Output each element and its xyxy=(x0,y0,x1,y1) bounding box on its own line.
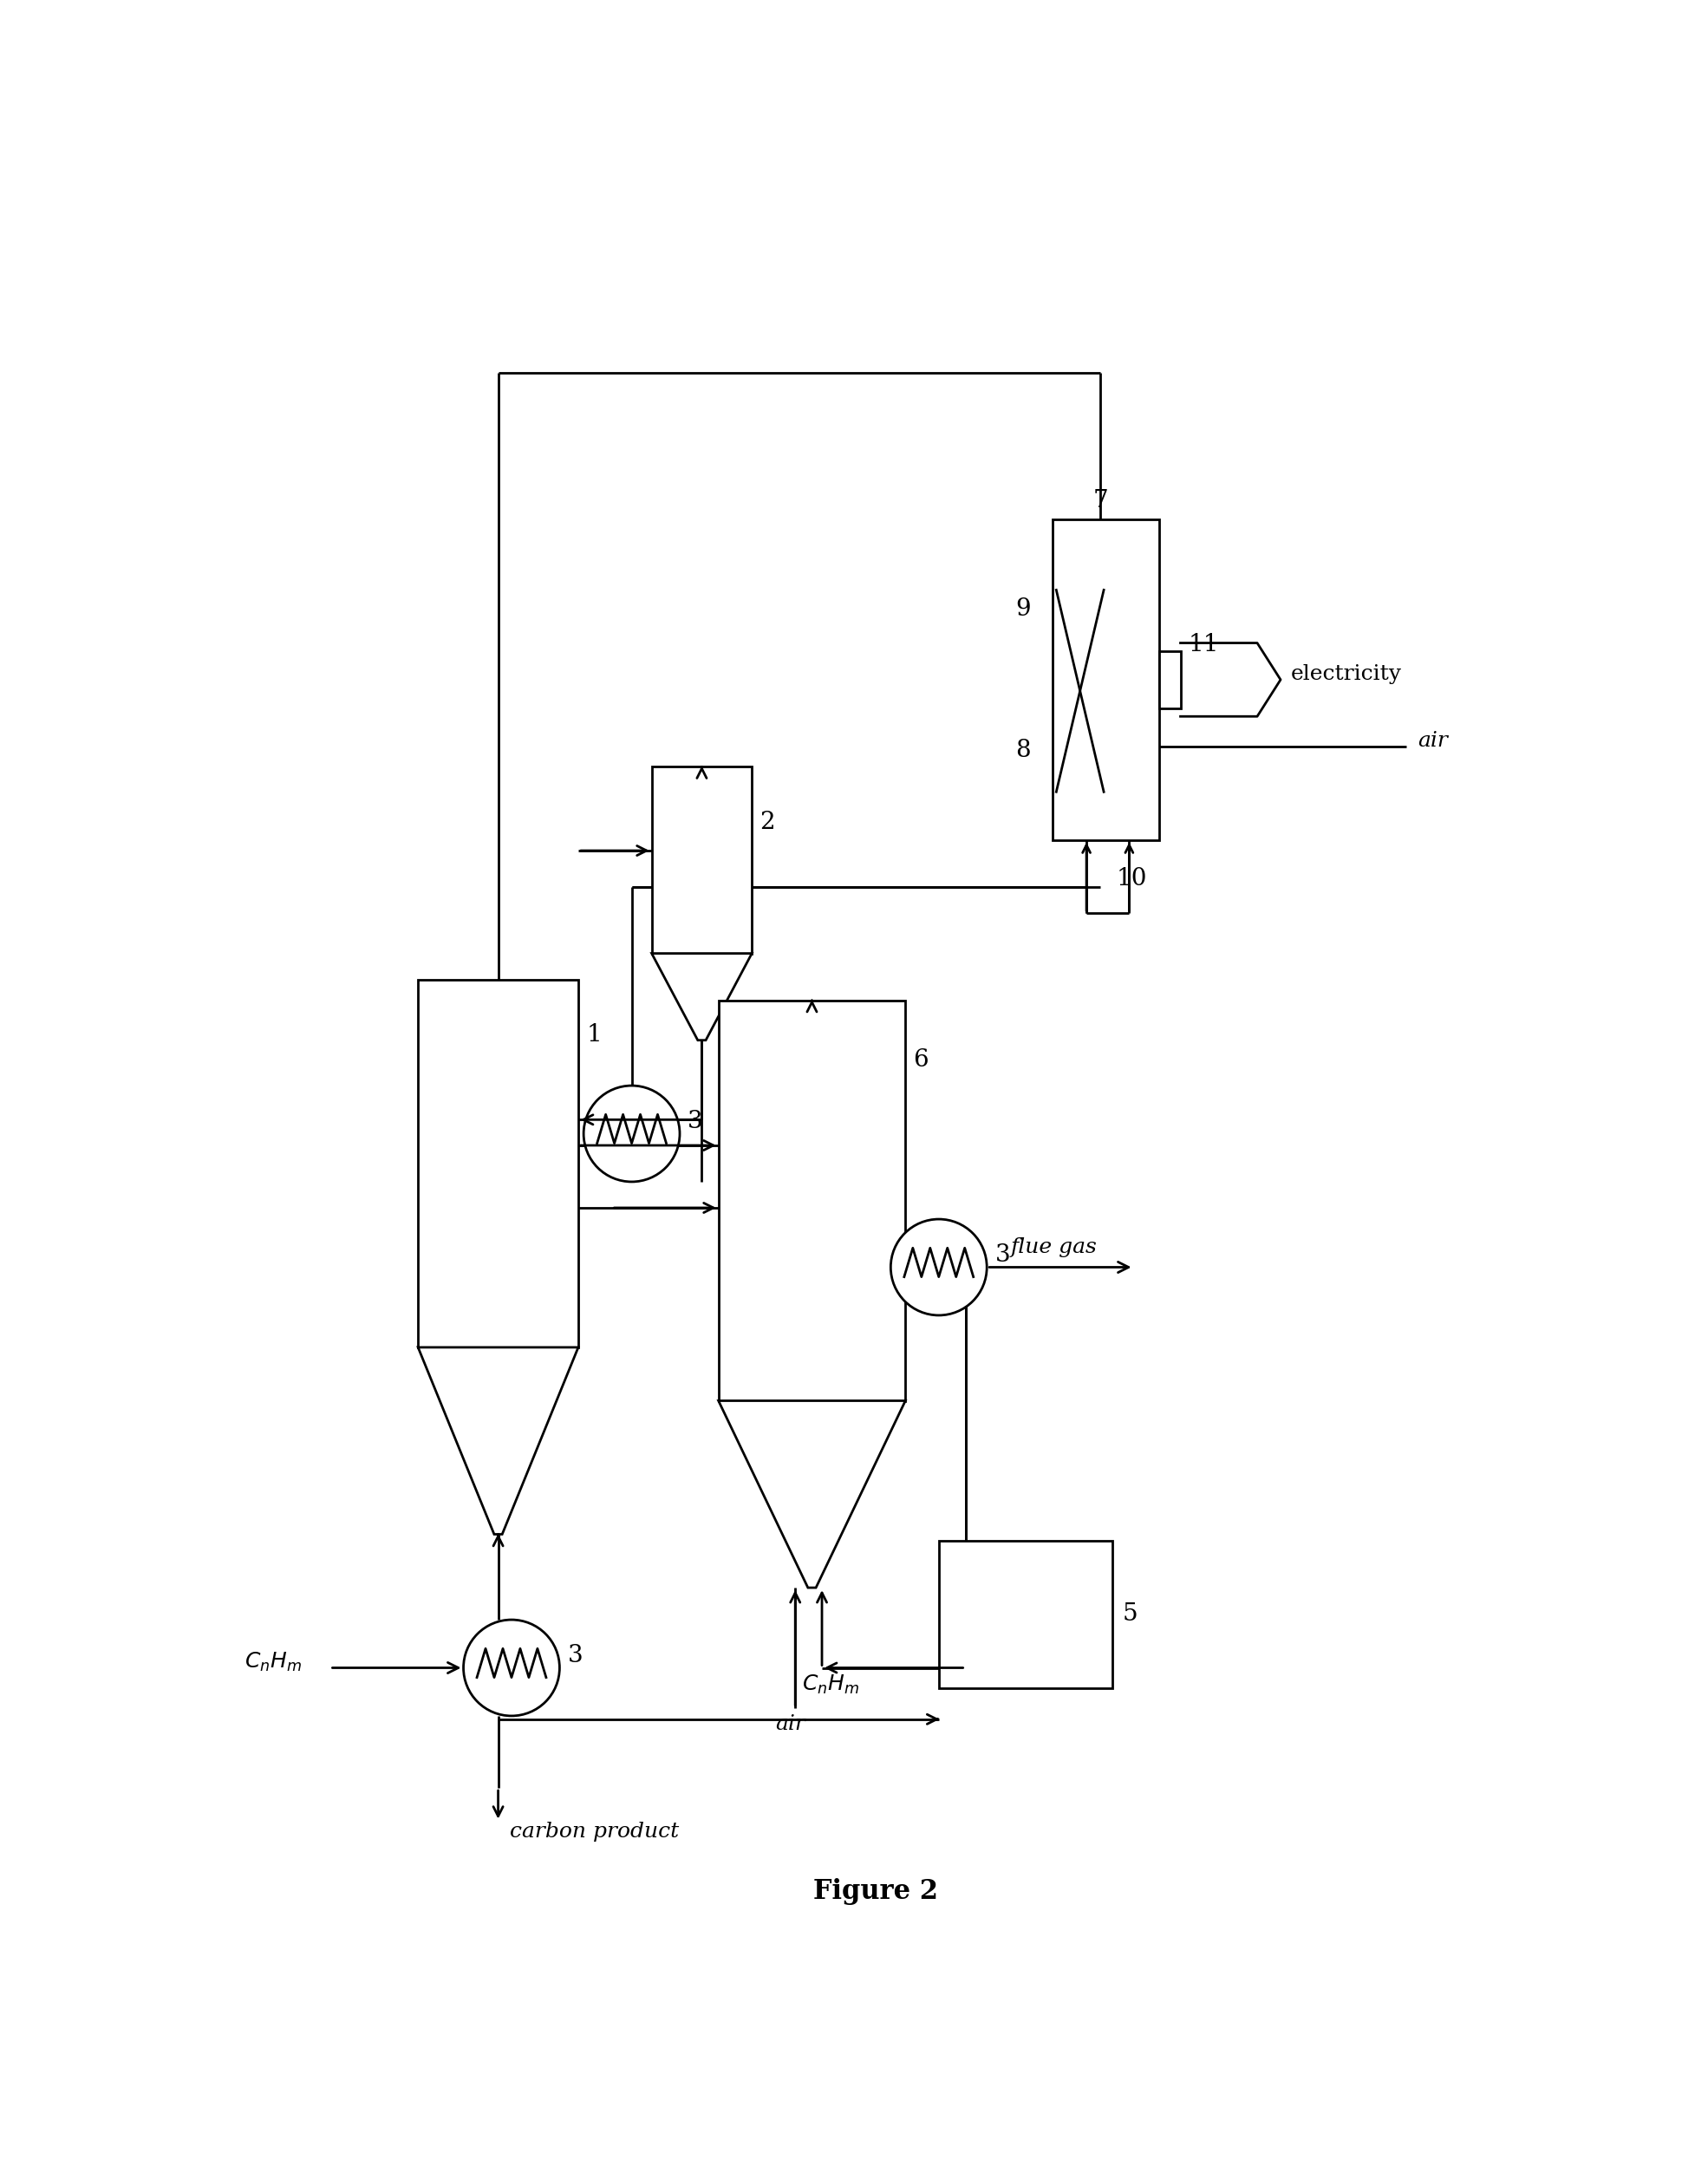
Text: 2: 2 xyxy=(760,812,775,833)
Text: air: air xyxy=(1418,732,1448,751)
Circle shape xyxy=(584,1086,680,1181)
Circle shape xyxy=(890,1220,987,1315)
Bar xyxy=(719,1000,905,1401)
Text: 9: 9 xyxy=(1016,598,1032,622)
Text: 5: 5 xyxy=(1122,1602,1138,1626)
Bar xyxy=(1160,652,1180,708)
Text: electricity: electricity xyxy=(1291,665,1402,684)
Text: 7: 7 xyxy=(1093,490,1108,512)
Bar xyxy=(652,766,752,954)
Bar xyxy=(1052,520,1160,840)
Text: Figure 2: Figure 2 xyxy=(813,1878,938,1904)
Polygon shape xyxy=(719,1401,905,1587)
Text: 3: 3 xyxy=(567,1645,582,1667)
Polygon shape xyxy=(418,1347,579,1535)
Text: 10: 10 xyxy=(1117,868,1148,890)
Bar xyxy=(418,980,579,1347)
Text: air: air xyxy=(775,1714,806,1734)
Text: carbon product: carbon product xyxy=(511,1822,680,1842)
Text: 6: 6 xyxy=(914,1049,929,1073)
Text: 11: 11 xyxy=(1189,633,1220,656)
Text: 3: 3 xyxy=(688,1110,704,1133)
Circle shape xyxy=(463,1619,560,1716)
Text: $C_nH_m$: $C_nH_m$ xyxy=(244,1652,302,1673)
Polygon shape xyxy=(652,954,752,1041)
Text: 1: 1 xyxy=(586,1023,601,1047)
Bar xyxy=(939,1542,1112,1688)
Text: 8: 8 xyxy=(1016,738,1032,762)
Text: 3: 3 xyxy=(994,1244,1009,1267)
Text: flue gas: flue gas xyxy=(1009,1237,1097,1257)
Text: $C_nH_m$: $C_nH_m$ xyxy=(803,1673,859,1695)
